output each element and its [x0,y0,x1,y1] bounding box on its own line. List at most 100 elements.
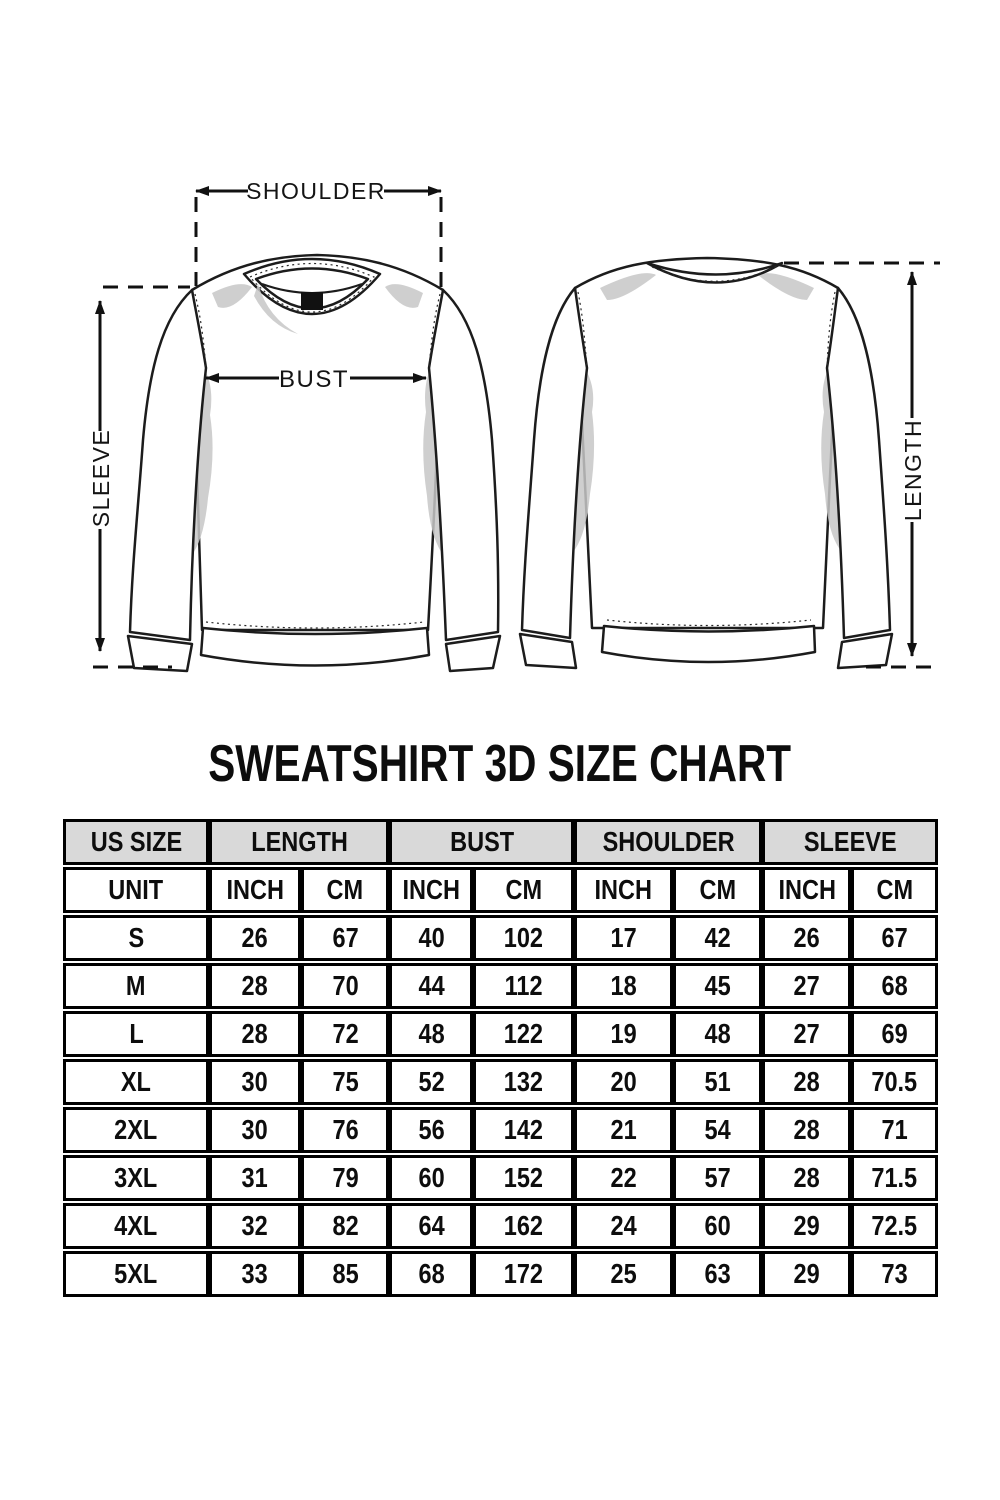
cell-text: 48 [704,1018,731,1049]
front-shoulder-shade-left [212,284,252,308]
cell-text: 21 [610,1114,637,1145]
front-left-sleeve-seam [194,293,207,369]
cell-text: 71.5 [871,1162,918,1193]
value-cell: 60 [389,1155,474,1201]
sleeve-label: SLEEVE [88,429,114,528]
cell-text: 64 [418,1210,445,1241]
front-right-sleeve-seam [428,293,441,369]
value-cell: 26 [762,915,852,961]
table-row: 3XL 31 79 60 152 22 57 28 71.5 [63,1155,938,1201]
value-cell: 48 [672,1011,763,1057]
cell-text: S [128,922,144,953]
cell-text: CM [876,874,913,905]
cell-text: 28 [793,1066,820,1097]
value-cell: 132 [473,1059,574,1105]
cell-text: 26 [793,922,820,953]
cell-text: 32 [241,1210,269,1241]
size-cell: L [63,1011,210,1057]
value-cell: 73 [851,1251,938,1297]
value-cell: 70 [301,963,390,1009]
bust-label: BUST [279,366,349,393]
back-left-cuff [518,632,578,670]
unit-cell-measure: CM [473,867,574,913]
size-table: US SIZE LENGTH BUST SHOULDER SLEEVE UNIT… [63,817,938,1299]
cell-text: 27 [793,1018,820,1049]
value-cell: 122 [473,1011,574,1057]
value-cell: 102 [473,915,574,961]
value-cell: 22 [574,1155,673,1201]
front-collar-stitch [249,262,375,313]
front-right-cuff [444,634,502,673]
cell-text: 142 [504,1114,544,1145]
value-cell: 45 [672,963,763,1009]
neck-tag [301,292,323,310]
cell-text: 162 [504,1210,544,1241]
unit-cell: UNIT [63,867,210,913]
front-shoulder-shade-right [385,284,423,308]
cell-text: 27 [793,970,820,1001]
value-cell: 142 [473,1107,574,1153]
value-cell: 54 [672,1107,763,1153]
cell-text: 152 [504,1162,544,1193]
value-cell: 48 [389,1011,474,1057]
cell-text: 112 [504,970,543,1001]
value-cell: 67 [301,915,390,961]
front-collar-inner [254,267,370,310]
shoulder-label: SHOULDER [246,178,386,204]
cell-text: CM [326,874,364,905]
value-cell: 51 [672,1059,763,1105]
cell-text: 30 [241,1066,269,1097]
value-cell: 69 [851,1011,938,1057]
value-cell: 85 [301,1251,390,1297]
cell-text: 4XL [114,1210,158,1241]
back-right-cuff [836,632,894,670]
cell-text: 28 [241,1018,269,1049]
value-cell: 112 [473,963,574,1009]
front-shade-left [191,372,213,556]
cell-text: INCH [226,874,284,905]
cell-text: 63 [704,1258,731,1289]
cell-text: 82 [332,1210,359,1241]
cell-text: 60 [418,1162,445,1193]
value-cell: 28 [762,1155,852,1201]
value-cell: 63 [672,1251,763,1297]
value-cell: 25 [574,1251,673,1297]
table-row: L 28 72 48 122 19 48 27 69 [63,1011,938,1057]
cell-text: 22 [610,1162,637,1193]
header-text: US SIZE [90,826,182,857]
table-row: M 28 70 44 112 18 45 27 68 [63,963,938,1009]
page-title: SWEATSHIRT 3D SIZE CHART [0,735,1000,793]
value-cell: 76 [301,1107,390,1153]
size-table-body: S 26 67 40 102 17 42 26 67 M 28 70 44 112 18 45 27 68 L 28 7… [63,915,938,1297]
value-cell: 79 [301,1155,390,1201]
cell-text: INCH [594,874,653,905]
cell-text: 68 [881,970,908,1001]
header-text: BUST [449,826,514,857]
back-left-sleeve [520,286,589,640]
cell-text: 45 [704,970,731,1001]
cell-text: 57 [704,1162,731,1193]
value-cell: 33 [209,1251,301,1297]
cell-text: 42 [704,922,731,953]
value-cell: 28 [762,1107,852,1153]
cell-text: 29 [793,1258,820,1289]
unit-row: UNIT INCH CM INCH CM INCH CM INCH CM [63,867,938,913]
table-row: 4XL 32 82 64 162 24 60 29 72.5 [63,1203,938,1249]
cell-text: 20 [610,1066,637,1097]
cell-text: 67 [332,922,359,953]
measurement-annotations: SHOULDER SLEEVE BUST LENGTH [88,178,941,669]
cell-text: 19 [610,1018,637,1049]
size-cell: 3XL [63,1155,210,1201]
value-cell: 56 [389,1107,474,1153]
cell-text: 33 [241,1258,269,1289]
value-cell: 64 [389,1203,474,1249]
cell-text: CM [699,874,736,905]
cell-text: 44 [418,970,445,1001]
size-table-container: US SIZE LENGTH BUST SHOULDER SLEEVE UNIT… [63,817,938,1299]
back-collar-band [645,261,784,284]
group-header-row: US SIZE LENGTH BUST SHOULDER SLEEVE [63,819,938,865]
value-cell: 17 [574,915,673,961]
table-row: 5XL 33 85 68 172 25 63 29 73 [63,1251,938,1297]
cell-text: UNIT [108,874,164,905]
front-left-sleeve [128,288,208,642]
